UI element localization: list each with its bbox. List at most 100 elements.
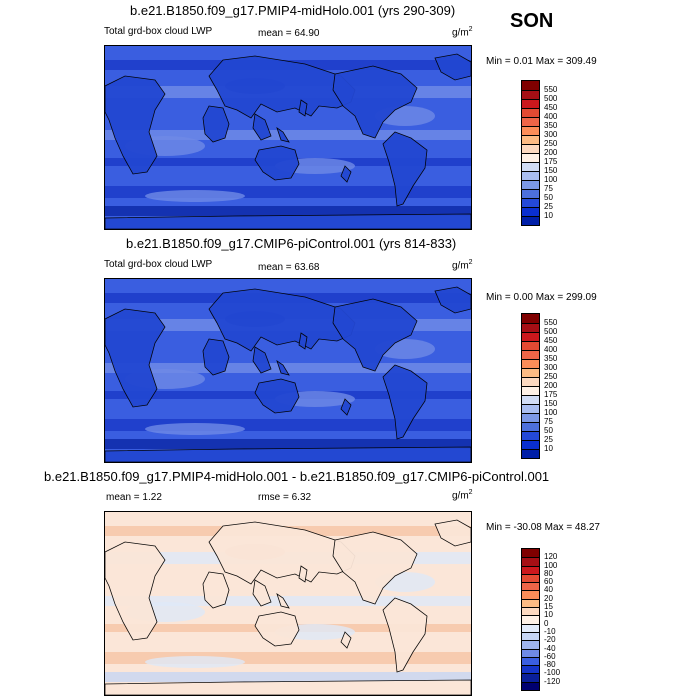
colorbar-tick-label: 10 xyxy=(544,211,553,220)
colorbar-swatch xyxy=(522,216,539,225)
colorbar-tick-label: 500 xyxy=(544,327,558,336)
colorbar-swatch xyxy=(522,144,539,153)
colorbar-tick-label: 60 xyxy=(544,577,553,587)
panel-bottom-mean: mean = 1.22 xyxy=(106,492,162,503)
colorbar-swatch xyxy=(522,648,539,657)
colorbar-swatch xyxy=(522,189,539,198)
colorbar-tick-label: -10 xyxy=(544,626,556,636)
panel-top-title: b.e21.B1850.f09_g17.PMIP4-midHolo.001 (y… xyxy=(130,3,456,18)
panel-middle-units: g/m2 xyxy=(452,259,473,272)
colorbar-swatch xyxy=(522,359,539,368)
colorbar-tick-label: 25 xyxy=(544,435,553,444)
colorbar-swatch xyxy=(522,350,539,359)
colorbar-tick-label: 400 xyxy=(544,112,558,121)
colorbar-swatch xyxy=(522,323,539,332)
colorbar-tick-label: -20 xyxy=(544,635,556,645)
colorbar-tick-label: 250 xyxy=(544,372,558,381)
colorbar-swatch xyxy=(522,431,539,440)
panel-top-mean: mean = 64.90 xyxy=(258,28,320,39)
colorbar-tick-label: 100 xyxy=(544,175,558,184)
colorbar-tick-label: 250 xyxy=(544,139,558,148)
colorbar-swatch xyxy=(522,615,539,624)
colorbar-tick-label: 75 xyxy=(544,417,553,426)
colorbar-swatch xyxy=(522,549,539,558)
map-field xyxy=(105,279,471,462)
colorbar-swatch xyxy=(522,640,539,649)
colorbar-swatch xyxy=(522,623,539,632)
colorbar-swatch xyxy=(522,332,539,341)
colorbar-swatch xyxy=(522,565,539,574)
colorbar-tick-label: 350 xyxy=(544,121,558,130)
colorbar-tick-label: 150 xyxy=(544,166,558,175)
colorbar-swatch xyxy=(522,341,539,350)
colorbar-tick-label: 200 xyxy=(544,381,558,390)
colorbar-swatch xyxy=(522,135,539,144)
colorbar-tick-label: -40 xyxy=(544,643,556,653)
colorbar-tick-label: 400 xyxy=(544,345,558,354)
colorbar-swatch xyxy=(522,422,539,431)
map-bottom xyxy=(104,511,472,696)
panel-middle-mean: mean = 63.68 xyxy=(258,262,320,273)
colorbar-tick-label: -120 xyxy=(544,676,561,686)
colorbar-swatch xyxy=(522,590,539,599)
colorbar-swatch xyxy=(522,207,539,216)
colorbar-swatch xyxy=(522,582,539,591)
colorbar-swatch xyxy=(522,656,539,666)
colorbar-swatch xyxy=(522,395,539,404)
panel-bottom-minmax: Min = -30.08 Max = 48.27 xyxy=(486,522,600,533)
colorbar-tick-label: 0 xyxy=(544,618,549,628)
colorbar-swatch xyxy=(522,449,539,458)
colorbar-swatch xyxy=(522,557,539,566)
colorbar-bottom: 120 100 80 60 40 20 15 10 0 -10 -20 -40 -60 -80 -100 -1… xyxy=(521,548,560,691)
colorbar-swatch xyxy=(522,162,539,171)
map-field xyxy=(105,512,471,695)
colorbar-swatch xyxy=(522,607,539,616)
colorbar-tick-label: 25 xyxy=(544,202,553,211)
colorbar-tick-label: 300 xyxy=(544,363,558,372)
colorbar-tick-label: -100 xyxy=(544,668,561,678)
colorbar-swatch xyxy=(522,573,539,583)
colorbar-tick-label: 50 xyxy=(544,193,553,202)
colorbar-tick-label: -60 xyxy=(544,651,556,661)
colorbar-tick-label: 300 xyxy=(544,130,558,139)
colorbar-swatch xyxy=(522,681,539,690)
colorbar-swatch xyxy=(522,198,539,207)
panel-bottom-units: g/m2 xyxy=(452,489,473,502)
map-middle xyxy=(104,278,472,463)
colorbar-tick-label: 20 xyxy=(544,593,553,603)
colorbar-tick-label: 550 xyxy=(544,318,558,327)
map-top xyxy=(104,45,472,230)
colorbar-top: 550 500 450 400 350 300 250 200 175 150 100 75 50 25 1… xyxy=(521,80,557,226)
colorbar-tick-label: 15 xyxy=(544,602,553,612)
season-label: SON xyxy=(510,10,554,32)
colorbar-tick-label: 75 xyxy=(544,184,553,193)
colorbar-swatch xyxy=(522,314,539,323)
panel-top-units: g/m2 xyxy=(452,26,473,39)
colorbar-swatch xyxy=(522,413,539,422)
colorbar-middle: 550 500 450 400 350 300 250 200 175 150 100 75 50 25 1… xyxy=(521,313,557,459)
colorbar-tick-label: 550 xyxy=(544,85,558,94)
colorbar-swatch xyxy=(522,90,539,99)
colorbar-tick-label: 80 xyxy=(544,568,553,578)
colorbar-tick-label: 350 xyxy=(544,354,558,363)
panel-top-left-label: Total grd-box cloud LWP xyxy=(104,26,213,37)
colorbar-swatch xyxy=(522,81,539,90)
colorbar-tick-label: 150 xyxy=(544,399,558,408)
colorbar-swatch xyxy=(522,404,539,413)
colorbar-swatch xyxy=(522,171,539,180)
colorbar-swatch xyxy=(522,180,539,189)
colorbar-swatch xyxy=(522,673,539,682)
panel-bottom-rmse: rmse = 6.32 xyxy=(258,492,312,503)
panel-middle-left-label: Total grd-box cloud LWP xyxy=(104,259,213,270)
colorbar-tick-label: 100 xyxy=(544,408,558,417)
colorbar-tick-label: 500 xyxy=(544,94,558,103)
colorbar-tick-label: 50 xyxy=(544,426,553,435)
colorbar-tick-label: 450 xyxy=(544,103,558,112)
colorbar-swatch xyxy=(522,368,539,377)
colorbar-swatch xyxy=(522,117,539,126)
colorbar-tick-label: 200 xyxy=(544,148,558,157)
colorbar-swatch xyxy=(522,665,539,674)
colorbar-swatch xyxy=(522,440,539,449)
colorbar-swatch xyxy=(522,153,539,162)
colorbar-tick-label: 40 xyxy=(544,585,553,595)
